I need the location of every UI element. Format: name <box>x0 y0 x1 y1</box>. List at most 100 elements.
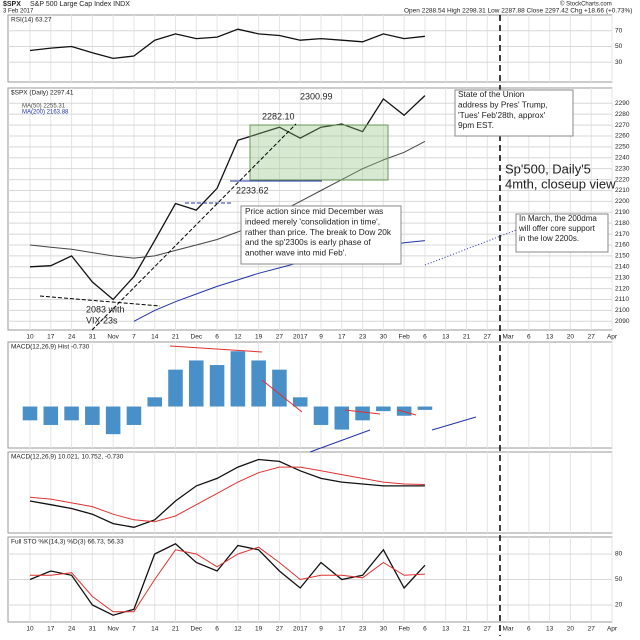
x-tick-label: 17 <box>338 626 346 633</box>
y-tick-label: 50 <box>615 576 623 583</box>
bar <box>376 406 391 412</box>
bar <box>230 351 246 407</box>
x-tick-label: 14 <box>151 334 159 341</box>
bar <box>85 406 100 425</box>
y-tick-label: 70 <box>615 27 623 34</box>
annotation: VIX 23s <box>86 315 118 325</box>
annotation-box <box>240 205 402 265</box>
x-tick-label: 30 <box>380 334 388 341</box>
x-tick-label: 9 <box>319 334 323 341</box>
y-tick-label: 2270 <box>615 122 630 129</box>
annotation: 2300.99 <box>300 91 333 101</box>
panel-title: $SPX (Daily) 2297.41 <box>11 90 74 97</box>
y-tick-label: 2150 <box>615 253 630 260</box>
annotation: 9pm EST. <box>458 120 494 130</box>
x-tick-label: 27 <box>484 334 492 341</box>
x-tick-label: 2017 <box>293 626 308 633</box>
annotation: rather than price. The break to Dow 20k <box>245 227 392 237</box>
annotation: another wave into mid Feb'. <box>245 247 347 257</box>
x-tick-label: 27 <box>276 334 284 341</box>
divergence-line <box>309 429 371 453</box>
divergence-line <box>261 379 303 413</box>
series-line <box>29 458 425 528</box>
annotation: address by Pres' Trump, <box>458 99 548 109</box>
series-line <box>29 140 426 259</box>
y-tick-label: 2260 <box>615 133 630 140</box>
x-tick-label: 31 <box>89 334 97 341</box>
bar <box>168 369 183 407</box>
x-tick-label: 6 <box>527 334 531 341</box>
annotation: will offer core support <box>518 224 596 233</box>
bar <box>105 406 121 435</box>
consolidation-box <box>249 124 389 181</box>
x-tick-label: 27 <box>588 626 596 633</box>
x-tick-label: Nov <box>107 334 119 341</box>
annotation: indeed merely 'consolidation in time', <box>245 216 380 226</box>
x-tick-label: Nov <box>107 626 119 633</box>
x-tick-label: 9 <box>319 626 323 633</box>
x-tick-label: Dec <box>191 334 203 341</box>
trend-line <box>39 295 161 307</box>
x-tick-label: 17 <box>338 334 346 341</box>
annotation: and the sp'2300s is early phase of <box>245 237 371 247</box>
y-tick-label: 2190 <box>615 209 630 216</box>
bar <box>43 406 59 425</box>
y-tick-label: 2180 <box>615 220 630 227</box>
x-tick-label: 27 <box>588 334 596 341</box>
x-tick-label: 6 <box>423 626 427 633</box>
bar <box>334 406 350 430</box>
x-tick-label: 21 <box>172 626 180 633</box>
series-line <box>30 546 425 613</box>
bar <box>313 406 329 425</box>
legend-entry: MA(200) 2163.88 <box>22 110 69 116</box>
annotation: Price action since mid December was <box>245 206 383 216</box>
panel-title: MACD(12,26,9) Hist -0.730 <box>11 344 90 351</box>
x-tick-label: Apr <box>607 626 618 633</box>
bar <box>355 406 370 421</box>
series-line <box>29 543 426 616</box>
annotation: 2282.10 <box>262 111 295 121</box>
y-tick-label: 2140 <box>615 263 630 270</box>
x-tick-label: Feb <box>399 626 411 633</box>
divergence-line <box>344 409 381 415</box>
x-tick-label: 13 <box>546 334 554 341</box>
x-tick-label: 10 <box>26 334 34 341</box>
y-tick-label: 2100 <box>615 307 630 314</box>
y-tick-label: 2250 <box>615 144 630 151</box>
panel-title: MACD(12,26,9) 10.021, 10.752, -0.730 <box>11 454 124 461</box>
y-tick-label: 2200 <box>615 198 630 205</box>
annotation-box <box>515 213 609 253</box>
x-tick-label: 2017 <box>293 334 308 341</box>
x-tick-label: 20 <box>567 334 575 341</box>
bar <box>64 406 79 421</box>
x-tick-label: 19 <box>255 334 263 341</box>
x-tick-label: 6 <box>423 334 427 341</box>
bar <box>209 365 225 407</box>
bar <box>272 369 287 407</box>
series-line <box>29 28 425 60</box>
panel-title: RSI(14) 63.27 <box>11 17 52 24</box>
x-tick-label: 30 <box>380 626 388 633</box>
series-line <box>29 466 425 523</box>
bar <box>292 397 308 407</box>
y-tick-label: 30 <box>615 59 623 66</box>
y-tick-label: 2290 <box>615 100 630 107</box>
bar <box>396 406 412 416</box>
y-tick-label: 80 <box>615 551 623 558</box>
x-tick-label: 23 <box>359 334 367 341</box>
annotation: Sp'500, Daily'5 <box>505 161 591 176</box>
bar <box>189 360 204 407</box>
ma200-projection <box>424 223 533 266</box>
x-tick-label: 23 <box>359 626 367 633</box>
y-tick-label: 2220 <box>615 176 630 183</box>
x-tick-label: 6 <box>527 626 531 633</box>
bar <box>147 397 162 407</box>
y-tick-label: 2170 <box>615 231 630 238</box>
x-tick-label: 21 <box>172 334 180 341</box>
x-tick-label: Mar <box>502 334 514 341</box>
trend-line <box>91 123 297 331</box>
x-tick-label: 19 <box>255 626 263 633</box>
x-tick-label: 13 <box>442 334 450 341</box>
